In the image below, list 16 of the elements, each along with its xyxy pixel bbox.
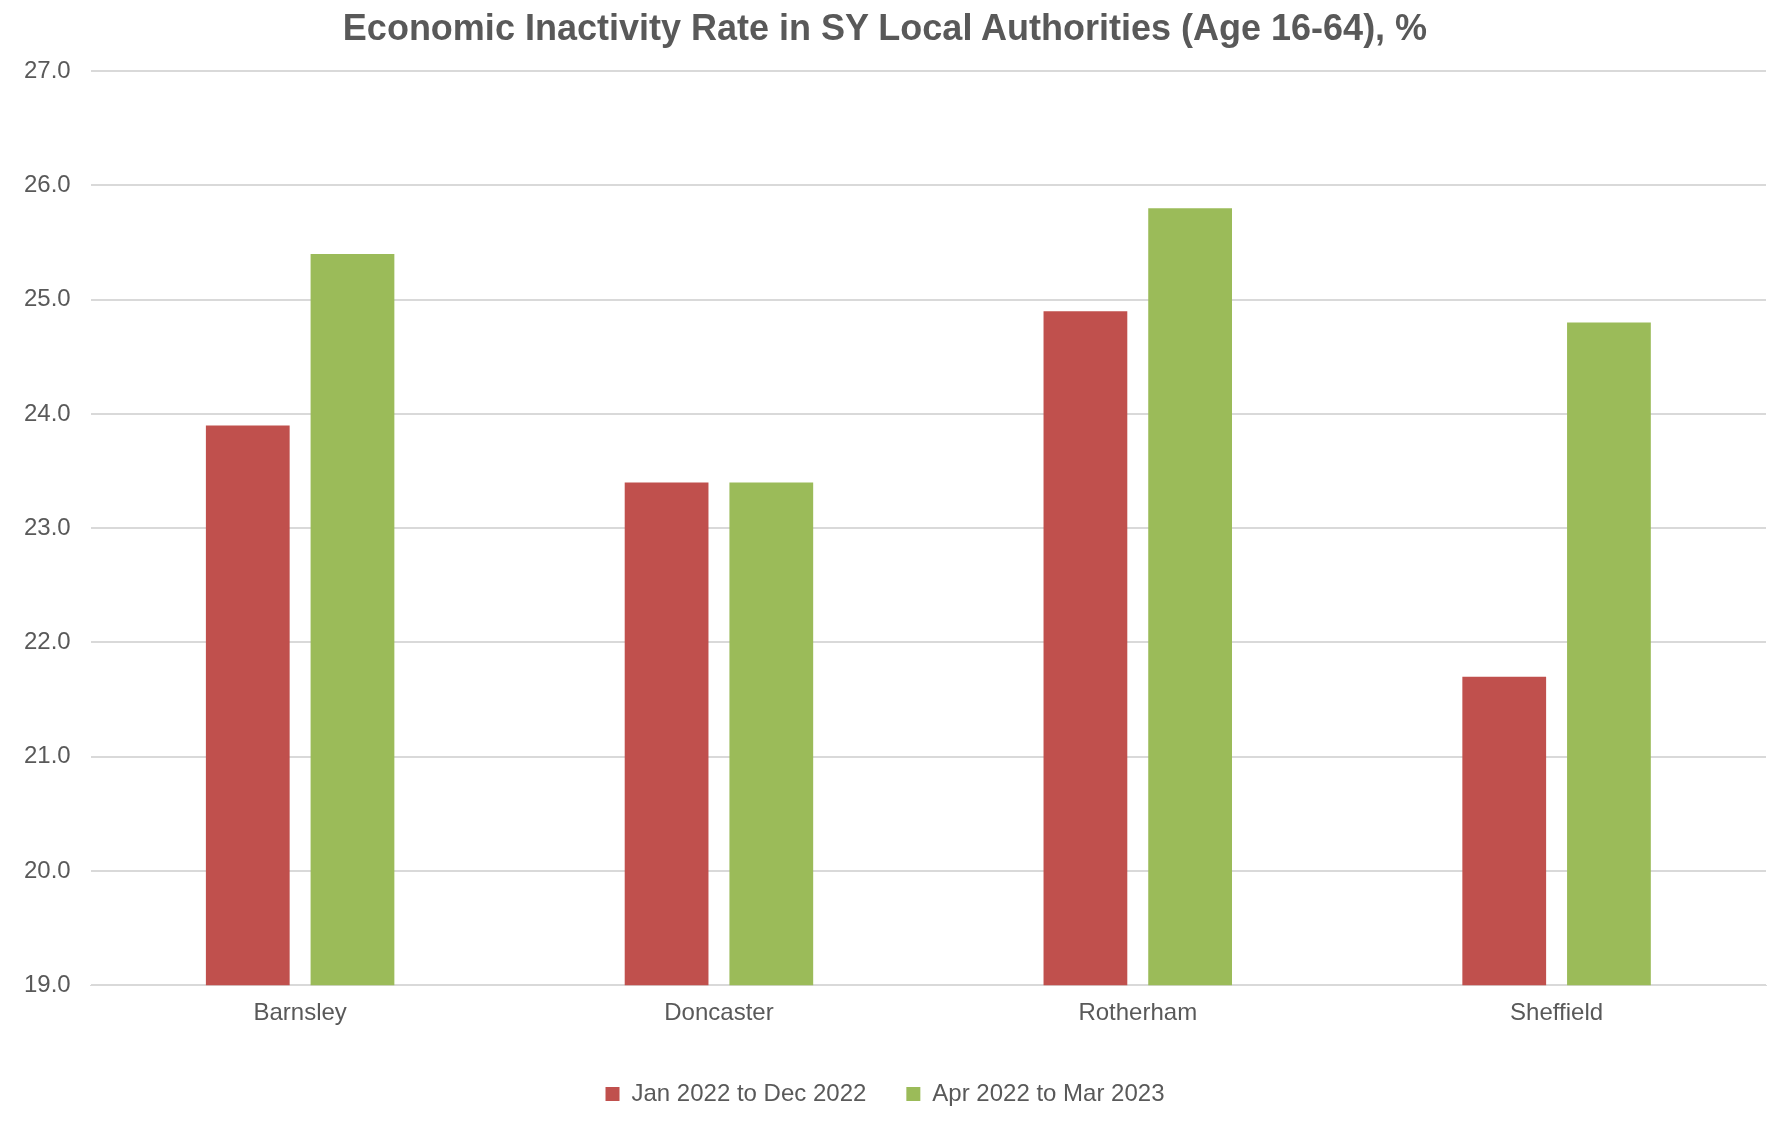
- y-tick-label: 26.0: [23, 170, 71, 198]
- y-tick-label: 27.0: [23, 55, 71, 83]
- y-tick-label: 25.0: [23, 284, 71, 312]
- y-tick-label: 19.0: [23, 969, 71, 997]
- x-tick-label: Barnsley: [253, 998, 347, 1026]
- x-tick-label: Rotherham: [1078, 998, 1198, 1026]
- y-tick-label: 24.0: [23, 398, 71, 426]
- chart-title: Economic Inactivity Rate in SY Local Authorities (Age 16-64), %: [342, 6, 1428, 48]
- x-tick-label: Sheffield: [1510, 998, 1604, 1026]
- x-tick-label: Doncaster: [664, 998, 774, 1026]
- legend-label: Apr 2022 to Mar 2023: [932, 1078, 1165, 1106]
- legend-label: Jan 2022 to Dec 2022: [631, 1078, 867, 1106]
- y-tick-label: 22.0: [23, 627, 71, 655]
- y-tick-label: 23.0: [23, 512, 71, 540]
- y-tick-label: 20.0: [23, 855, 71, 883]
- y-tick-label: 21.0: [23, 741, 71, 769]
